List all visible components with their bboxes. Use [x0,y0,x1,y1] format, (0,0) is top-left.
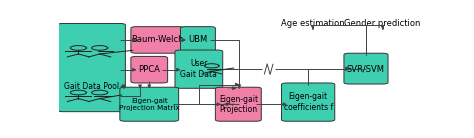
Text: SVR/SVM: SVR/SVM [347,64,385,73]
Text: Eigen-gait
coefficients f: Eigen-gait coefficients f [283,92,333,112]
Text: Gender prediction: Gender prediction [344,19,421,28]
FancyBboxPatch shape [181,27,215,53]
FancyBboxPatch shape [282,83,335,121]
FancyBboxPatch shape [57,23,125,112]
Text: Gait Data Pool: Gait Data Pool [64,82,119,91]
Text: UBM: UBM [188,35,208,44]
Text: Eigen-gait
Projection Matrix: Eigen-gait Projection Matrix [119,98,180,111]
Text: User
Gait Data: User Gait Data [181,59,217,79]
Text: Age estimation: Age estimation [281,19,345,28]
Text: Baum-Welch: Baum-Welch [131,35,184,44]
FancyBboxPatch shape [175,50,223,88]
FancyBboxPatch shape [120,87,179,121]
FancyBboxPatch shape [344,53,388,84]
FancyBboxPatch shape [131,56,168,83]
FancyBboxPatch shape [215,87,261,121]
Text: Eigen-gait
Projection: Eigen-gait Projection [219,95,258,114]
Text: PPCA: PPCA [138,65,160,74]
FancyBboxPatch shape [131,27,184,53]
